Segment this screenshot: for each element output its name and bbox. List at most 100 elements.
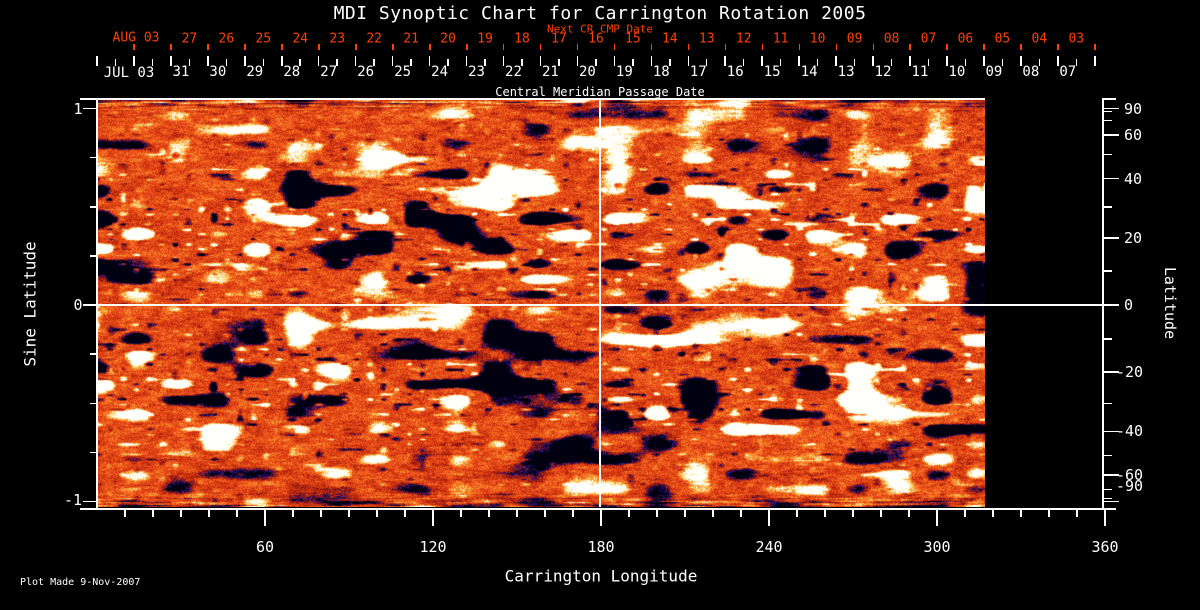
right-axis-major-tick — [1104, 237, 1119, 239]
next-cr-day-label: 19 — [477, 31, 493, 47]
cmp-day-label: 08 — [1022, 64, 1040, 80]
cmp-half-day-tick — [336, 59, 338, 66]
cmp-half-day-tick — [225, 59, 228, 66]
bottom-axis-minor-tick — [992, 509, 994, 517]
cmp-half-day-tick — [927, 59, 930, 66]
right-axis-minor-tick — [1104, 119, 1112, 122]
cmp-day-tick — [983, 56, 985, 66]
next-cr-day-label: 16 — [588, 31, 604, 47]
right-axis-minor-tick — [1104, 110, 1112, 113]
next-cr-day-tick — [170, 44, 172, 50]
left-axis-major-tick — [83, 304, 97, 306]
left-axis-minor-tick — [90, 353, 97, 355]
next-cr-day-tick — [502, 44, 505, 50]
cmp-day-label: 11 — [911, 64, 929, 80]
right-axis-end-tick — [1104, 98, 1116, 100]
next-cr-day-label: 11 — [772, 31, 789, 47]
right-tick-label: -20 — [1116, 363, 1144, 382]
next-cr-day-tick — [1057, 44, 1059, 50]
right-axis-major-tick — [1104, 177, 1119, 180]
cmp-day-tick — [244, 56, 246, 66]
page-title: MDI Synoptic Chart for Carrington Rotati… — [333, 3, 867, 24]
cmp-day-tick — [613, 56, 616, 66]
cmp-half-day-tick — [632, 59, 634, 66]
next-cr-day-tick — [1094, 44, 1096, 50]
right-axis-minor-tick — [1104, 206, 1112, 208]
cmp-day-label: 25 — [394, 64, 412, 80]
next-cr-day-label: 25 — [255, 31, 272, 47]
bottom-axis-minor-tick — [824, 509, 826, 517]
cmp-day-tick — [391, 56, 394, 66]
cmp-day-tick — [133, 56, 135, 66]
left-axis-end-tick — [80, 508, 97, 510]
bottom-axis-minor-tick — [124, 509, 126, 517]
cmp-half-day-tick — [299, 59, 301, 66]
bottom-axis-minor-tick — [628, 509, 630, 517]
bottom-axis-minor-tick — [376, 509, 378, 517]
cmp-day-label: 17 — [689, 64, 707, 80]
left-axis-minor-tick — [90, 206, 97, 208]
bottom-axis-minor-tick — [712, 509, 714, 517]
cmp-day-tick — [281, 56, 283, 66]
next-cr-day-tick — [429, 44, 431, 50]
next-cr-day-tick — [613, 44, 616, 50]
cmp-half-day-tick — [151, 59, 154, 66]
cmp-day-tick — [1057, 56, 1059, 66]
cmp-day-tick — [207, 56, 209, 66]
cmp-day-tick — [872, 56, 874, 66]
next-cr-day-label: 14 — [661, 31, 678, 47]
cmp-half-day-tick — [1001, 59, 1004, 66]
next-cr-day-label: 15 — [625, 31, 641, 47]
bottom-axis-minor-tick — [460, 509, 462, 517]
right-axis-minor-tick — [1104, 454, 1112, 457]
meridian-180-line — [599, 99, 601, 507]
cmp-day-tick — [465, 56, 468, 66]
cmp-half-day-tick — [595, 59, 597, 66]
right-axis-minor-tick — [1104, 153, 1112, 156]
cmp-day-label: 10 — [948, 64, 966, 80]
cmp-day-label: 16 — [726, 64, 744, 80]
cmp-day-tick — [502, 56, 505, 66]
right-tick-label: -60 — [1116, 466, 1144, 485]
cmp-day-label: 28 — [283, 64, 301, 80]
cmp-half-day-tick — [558, 59, 560, 66]
bottom-axis-major-tick — [600, 509, 602, 526]
next-cr-day-tick — [650, 44, 653, 50]
cmp-half-day-tick — [188, 59, 191, 66]
next-cr-month-label: AUG 03 — [112, 30, 160, 46]
next-cr-day-label: 05 — [994, 31, 1011, 47]
bottom-axis-minor-tick — [404, 509, 406, 517]
bottom-axis-major-tick — [936, 509, 938, 526]
right-tick-label: 0 — [1124, 296, 1134, 314]
next-cr-day-label: 09 — [846, 31, 863, 47]
next-cr-day-label: 03 — [1068, 31, 1085, 47]
bottom-axis-minor-tick — [796, 509, 798, 517]
bottom-axis-major-tick — [1104, 509, 1106, 526]
left-tick-label: 0 — [73, 296, 83, 314]
next-cr-day-tick — [983, 44, 985, 50]
cmp-day-tick — [761, 56, 763, 66]
left-axis-minor-tick — [90, 255, 97, 257]
cmp-day-label: 19 — [615, 64, 633, 80]
cmp-day-tick — [946, 56, 948, 66]
next-cr-day-tick — [133, 44, 135, 50]
next-cr-day-tick — [281, 44, 283, 50]
cmp-day-label: 07 — [1059, 64, 1077, 80]
cmp-day-tick — [539, 56, 542, 66]
left-tick-label: -1 — [63, 491, 83, 509]
magnetogram-image — [97, 99, 985, 507]
bottom-axis-minor-tick — [572, 509, 574, 517]
next-cr-day-tick — [244, 44, 246, 50]
next-cr-day-label: 17 — [551, 31, 567, 47]
cmp-day-tick — [317, 56, 320, 66]
bottom-axis-minor-tick — [544, 509, 546, 517]
cmp-day-tick — [650, 56, 653, 66]
left-axis-end-tick — [80, 98, 97, 100]
left-axis-major-tick — [83, 107, 97, 110]
right-tick-label: 90 — [1124, 99, 1143, 118]
right-axis-major-tick — [1104, 430, 1119, 433]
cmp-day-label: 18 — [652, 64, 670, 80]
right-axis-major-tick — [1104, 500, 1119, 503]
bottom-axis-minor-tick — [180, 509, 182, 517]
bottom-axis-minor-tick — [740, 509, 742, 517]
